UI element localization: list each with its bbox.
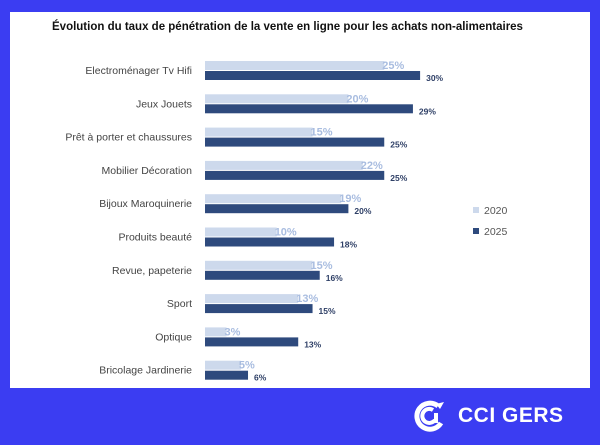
bar-2020 <box>205 94 349 104</box>
bar-2020 <box>205 360 241 370</box>
chart-title: Évolution du taux de pénétration de la v… <box>52 21 523 33</box>
logo-text: CCI GERS <box>458 404 564 427</box>
category-label: Mobilier Décoration <box>102 165 193 177</box>
category-label: Bijoux Maroquinerie <box>99 198 192 210</box>
cci-logo-icon <box>414 400 444 432</box>
data-label-2020: 22% <box>361 160 383 172</box>
category-label: Bricolage Jardinerie <box>99 365 192 377</box>
data-label-2025: 16% <box>326 273 343 283</box>
legend-swatch-2025 <box>473 228 479 234</box>
legend-label-2020: 2020 <box>484 205 508 217</box>
bar-2025 <box>205 337 299 347</box>
data-label-2025: 18% <box>340 240 357 250</box>
data-label-2020: 20% <box>346 93 368 105</box>
bar-2025 <box>205 71 421 80</box>
category-label: Optique <box>155 331 192 343</box>
category-label: Jeux Jouets <box>136 98 192 110</box>
bar-2025 <box>205 170 385 180</box>
bar-2025 <box>205 370 249 380</box>
bar-2025 <box>205 237 335 247</box>
bar-2020 <box>205 61 385 70</box>
data-label-2020: 15% <box>311 127 333 139</box>
legend-swatch-2020 <box>473 207 479 213</box>
category-label: Revue, papeterie <box>112 265 192 277</box>
data-label-2025: 13% <box>304 339 321 349</box>
data-label-2025: 25% <box>390 173 407 183</box>
data-label-2020: 5% <box>239 360 255 372</box>
bar-2020 <box>205 227 277 237</box>
data-label-2025: 25% <box>390 140 407 150</box>
bar-2020 <box>205 327 227 337</box>
category-label: Prêt à porter et chaussures <box>65 132 192 144</box>
bar-2020 <box>205 127 313 137</box>
bar-2020 <box>205 160 363 170</box>
bar-2025 <box>205 270 320 280</box>
bar-2020 <box>205 294 299 304</box>
data-label-2020: 25% <box>382 60 404 72</box>
category-label: Electroménager Tv Hifi <box>85 65 192 77</box>
bar-2020 <box>205 194 342 204</box>
data-label-2025: 30% <box>426 73 443 83</box>
data-label-2020: 3% <box>225 326 241 338</box>
bar-2025 <box>205 137 385 147</box>
bar-2025 <box>205 104 413 114</box>
data-label-2020: 19% <box>339 193 361 205</box>
data-label-2025: 6% <box>254 373 267 383</box>
bar-2020 <box>205 260 313 270</box>
data-label-2025: 15% <box>319 306 336 316</box>
category-label: Produits beauté <box>118 232 192 244</box>
data-label-2025: 20% <box>354 206 371 216</box>
cci-gers-logo: CCI GERS <box>414 399 564 433</box>
data-label-2020: 15% <box>311 260 333 272</box>
category-label: Sport <box>167 298 192 310</box>
data-label-2020: 13% <box>296 293 318 305</box>
data-label-2025: 29% <box>419 106 436 116</box>
bar-2025 <box>205 204 349 214</box>
legend-label-2025: 2025 <box>484 226 508 238</box>
data-label-2020: 10% <box>275 227 297 239</box>
bar-2025 <box>205 304 313 314</box>
